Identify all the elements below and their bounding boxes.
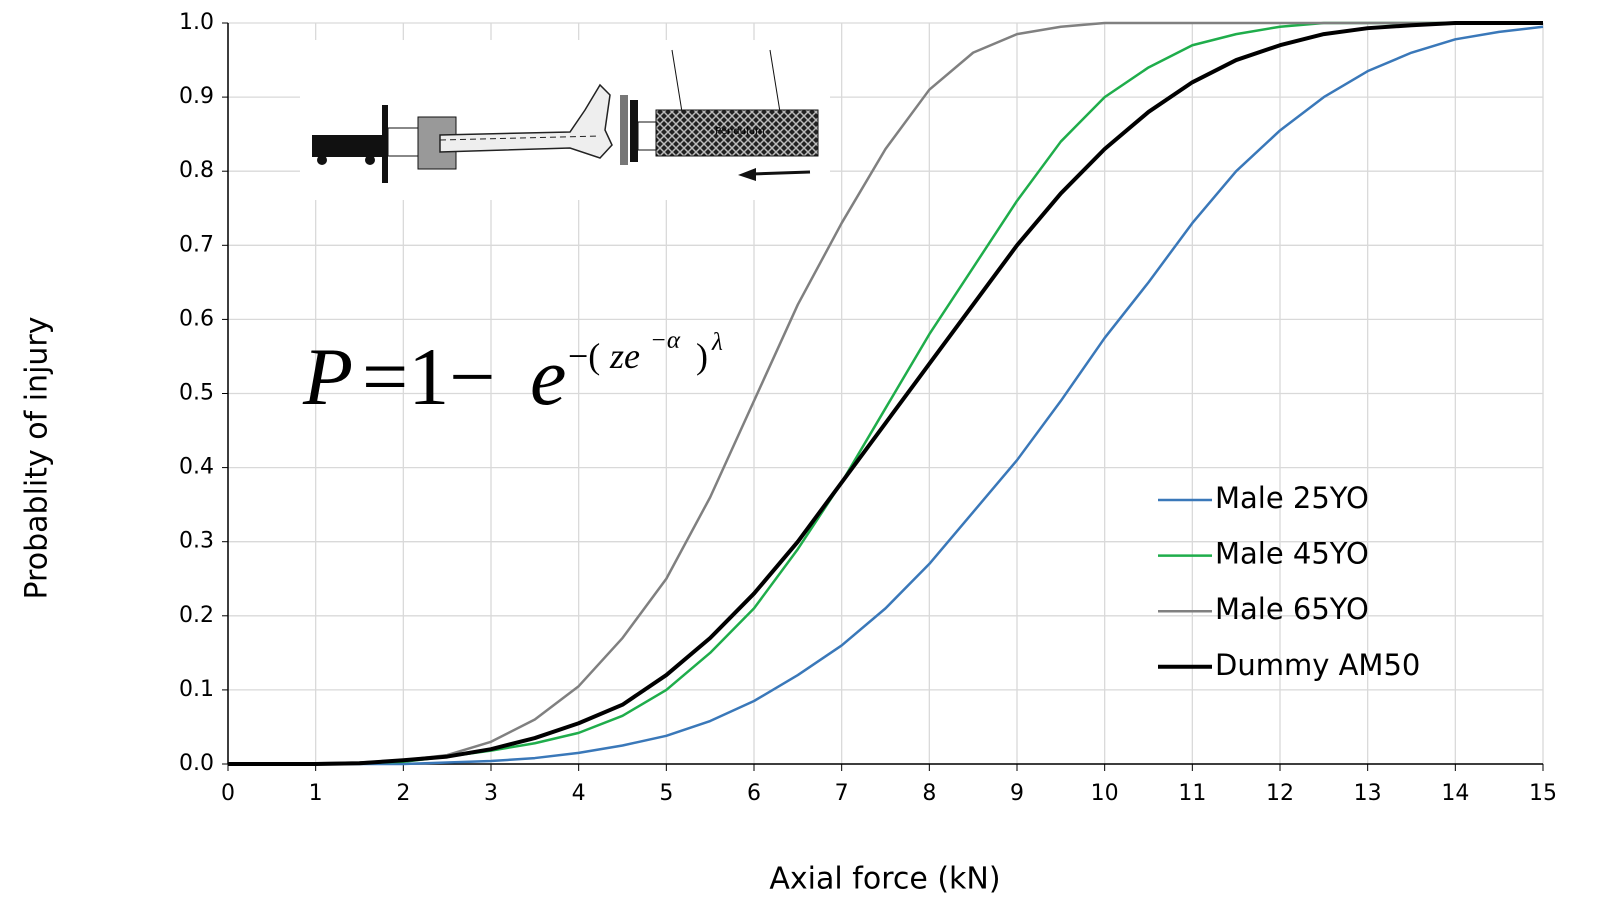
x-tick-label: 9: [1010, 781, 1024, 806]
legend-label: Male 65YO: [1215, 592, 1369, 626]
inset-leg: [439, 83, 613, 159]
y-tick-label: 0.2: [179, 603, 214, 628]
inset-rod: [637, 121, 657, 151]
x-tick-label: 12: [1266, 781, 1294, 806]
y-axis-label: Probablity of injury: [20, 316, 55, 599]
inset-label: Pendulum: [715, 126, 765, 137]
x-tick-label: 15: [1529, 781, 1557, 806]
x-tick-label: 11: [1178, 781, 1206, 806]
legend-label: Male 45YO: [1215, 537, 1369, 571]
x-tick-label: 13: [1354, 781, 1382, 806]
inset-diagram: Pendulum: [300, 40, 830, 200]
y-tick-label: 0.6: [179, 306, 214, 331]
x-tick-label: 6: [747, 781, 761, 806]
series-line: [228, 25, 1544, 766]
y-tick-label: 0.8: [179, 158, 214, 183]
inset-pendulum: [655, 109, 819, 157]
inset-rod: [387, 127, 419, 157]
formula-part: λ: [711, 329, 723, 356]
x-tick-label: 4: [572, 781, 586, 806]
y-tick-label: 0.0: [179, 751, 214, 776]
formula-part: −(: [568, 336, 600, 376]
inset-block: [312, 135, 382, 157]
inset-arrowhead: [738, 168, 756, 181]
inset-axis: [439, 135, 601, 141]
legend-label: Male 25YO: [1215, 481, 1369, 515]
formula-part: −α: [650, 327, 681, 354]
y-tick-label: 0.1: [179, 677, 214, 702]
x-tick-label: 7: [835, 781, 849, 806]
x-tick-label: 3: [484, 781, 498, 806]
formula-part: P: [302, 331, 353, 422]
y-tick-label: 0.7: [179, 232, 214, 257]
y-tick-label: 0.3: [179, 529, 214, 554]
x-axis-label: Axial force (kN): [769, 862, 1000, 897]
inset-pad: [620, 95, 628, 165]
legend-label: Dummy AM50: [1215, 648, 1420, 682]
formula-part: ze: [609, 336, 640, 376]
y-tick-label: 0.5: [179, 381, 214, 406]
formula-part: ): [696, 336, 708, 376]
x-tick-label: 0: [221, 781, 235, 806]
x-tick-label: 8: [922, 781, 936, 806]
inset-wheel: [317, 155, 327, 165]
formula-part: =1−: [362, 331, 496, 422]
y-tick-label: 1.0: [179, 10, 214, 35]
y-tick-label: 0.9: [179, 84, 214, 109]
formula-part: e: [530, 331, 566, 422]
inset-wire: [671, 49, 683, 113]
x-tick-label: 14: [1441, 781, 1469, 806]
y-tick-label: 0.4: [179, 455, 214, 480]
inset-plate: [630, 100, 638, 162]
x-tick-label: 5: [659, 781, 673, 806]
formula: P =1− e −( ze −α ) λ: [302, 327, 723, 422]
inset-plate: [382, 105, 388, 183]
inset-wheel: [365, 155, 375, 165]
inset-wire: [769, 49, 781, 113]
x-tick-label: 10: [1091, 781, 1119, 806]
x-tick-label: 2: [396, 781, 410, 806]
series-line: [228, 21, 1543, 766]
inset-arrow: [751, 170, 811, 176]
x-tick-label: 1: [309, 781, 323, 806]
